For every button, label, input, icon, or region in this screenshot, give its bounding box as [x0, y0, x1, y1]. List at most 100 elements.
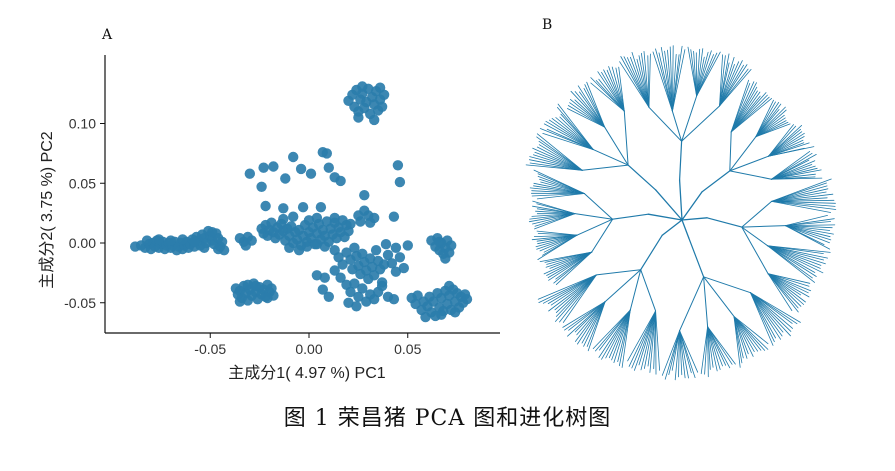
tree-leaf-branch — [767, 273, 806, 303]
data-point — [199, 242, 210, 253]
tree-leaf-branch — [767, 245, 824, 274]
tree-leaf-branch — [606, 69, 625, 112]
panel-b-letter: B — [542, 17, 553, 33]
tree-leaf-branch — [767, 273, 802, 296]
data-point — [153, 234, 165, 245]
tree-leaf-branch — [719, 55, 726, 107]
tree-leaf-branch — [784, 224, 836, 227]
tree-leaf-branch — [768, 132, 805, 157]
tree-leaf-branch — [771, 182, 827, 202]
tree-leaf-branch — [784, 225, 834, 235]
tree-leaf-branch — [707, 326, 709, 378]
tree-leaf-branch — [618, 66, 625, 112]
tree-leaf-branch — [771, 188, 829, 202]
figure-caption: 图 1 荣昌猪 PCA 图和进化树图 — [283, 406, 612, 431]
tree-leaf-branch — [719, 61, 740, 107]
tree-leaf-branch — [597, 71, 625, 112]
tree-leaf-branch — [678, 330, 681, 378]
tree-leaf-branch — [528, 213, 576, 223]
tree-internal-branch — [576, 218, 614, 236]
data-point — [311, 239, 323, 250]
data-point — [353, 291, 364, 302]
tree-leaf-branch — [537, 234, 578, 245]
tree-leaf-branch — [532, 147, 583, 171]
tree-leaf-branch — [575, 301, 606, 342]
tree-leaf-branch — [784, 225, 831, 250]
tree-leaf-branch — [671, 45, 674, 112]
tree-leaf-branch — [548, 274, 597, 312]
tree-internal-branch — [671, 110, 683, 142]
tree-leaf-branch — [548, 251, 593, 281]
tree-leaf-branch — [730, 90, 758, 133]
data-point — [278, 213, 289, 225]
tree-leaf-branch — [559, 116, 594, 150]
pca-scatter-plot: -0.05 0.00 0.05 -0.05 0.00 0.05 0.10 主成分1( 4.9… — [38, 55, 500, 382]
tree-leaf-branch — [696, 52, 718, 97]
tree-internal-branch — [688, 237, 705, 278]
tree-leaf-branch — [755, 101, 776, 138]
tree-leaf-branch — [542, 274, 597, 304]
tree-internal-branch — [591, 218, 614, 253]
pca-axes: -0.05 0.00 0.05 -0.05 0.00 0.05 0.10 — [64, 55, 500, 357]
data-point — [288, 151, 299, 163]
y-axis-label: 主成分2( 3.75 %) PC2 — [38, 131, 56, 288]
tree-leaf-branch — [755, 102, 780, 138]
tree-leaf-branch — [545, 120, 594, 150]
tree-leaf-branch — [539, 234, 578, 252]
x-tick-label: 0.00 — [295, 341, 322, 357]
tree-internal-branch — [703, 276, 735, 317]
tree-leaf-branch — [586, 81, 606, 128]
data-point — [398, 262, 409, 274]
tree-leaf-branch — [733, 315, 769, 350]
tree-leaf-branch — [771, 159, 810, 180]
tree-internal-branch — [703, 276, 751, 294]
tree-leaf-branch — [623, 56, 650, 108]
tree-leaf-branch — [700, 326, 709, 375]
tree-leaf-branch — [750, 292, 784, 333]
tree-leaf-branch — [730, 86, 758, 133]
tree-leaf-branch — [750, 292, 794, 329]
tree-leaf-branch — [536, 193, 585, 200]
tree-leaf-branch — [555, 274, 597, 317]
tree-leaf-branch — [687, 46, 698, 97]
data-point — [394, 176, 406, 188]
tree-leaf-branch — [750, 292, 798, 325]
data-point — [370, 245, 382, 256]
tree-leaf-branch — [733, 315, 766, 351]
tree-leaf-branch — [543, 123, 594, 150]
tree-leaf-branch — [631, 52, 650, 108]
data-point — [250, 280, 261, 292]
data-point — [189, 236, 200, 247]
tree-leaf-branch — [598, 309, 631, 358]
tree-leaf-branch — [538, 274, 597, 304]
data-point — [378, 259, 390, 270]
tree-leaf-branch — [532, 200, 576, 215]
tree-leaf-branch — [664, 330, 681, 380]
data-point — [258, 162, 269, 173]
tree-leaf-branch — [634, 310, 657, 371]
tree-leaf-branch — [586, 301, 606, 347]
tree-leaf-branch — [532, 213, 576, 225]
data-point — [357, 248, 368, 259]
tree-root-branch — [647, 213, 683, 221]
tree-leaf-branch — [784, 225, 831, 231]
tree-leaf-branch — [750, 292, 774, 346]
data-point — [213, 243, 224, 255]
tree-internal-branch — [741, 226, 769, 247]
tree-leaf-branch — [536, 234, 578, 250]
tree-leaf-branch — [533, 185, 585, 194]
tree-leaf-branch — [767, 245, 824, 255]
tree-leaf-branch — [583, 301, 606, 347]
tree-leaf-branch — [707, 326, 718, 372]
tree-leaf-branch — [562, 301, 606, 328]
y-tick-label: 0.00 — [69, 235, 96, 251]
tree-leaf-branch — [768, 124, 794, 157]
data-point — [165, 235, 176, 246]
tree-leaf-branch — [733, 315, 741, 368]
tree-leaf-branch — [534, 151, 583, 171]
tree-leaf-branch — [771, 200, 836, 204]
tree-leaf-branch — [574, 91, 606, 128]
tree-leaf-branch — [542, 133, 594, 150]
tree-leaf-branch — [587, 301, 606, 352]
data-point — [351, 301, 362, 312]
